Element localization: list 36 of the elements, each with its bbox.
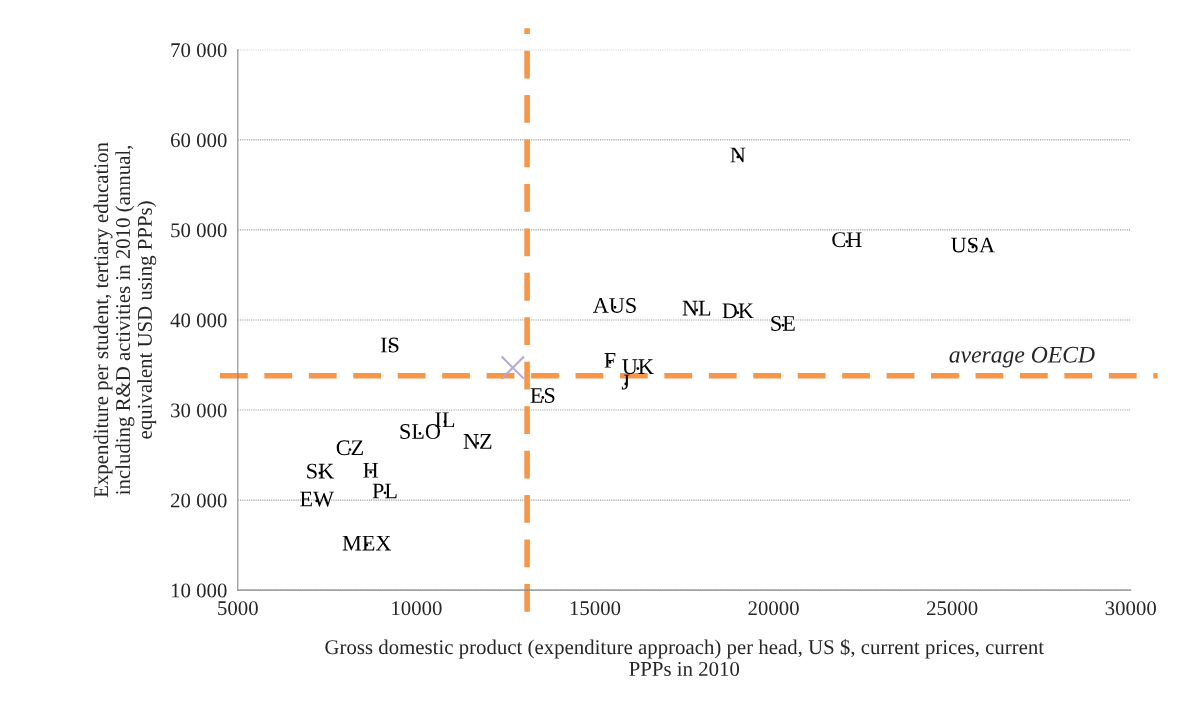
x-tick-label: 20000 — [748, 601, 799, 616]
data-label: AUS — [592, 297, 636, 313]
data-label: H — [363, 462, 379, 478]
y-tick-label: 70 000 — [171, 43, 227, 58]
data-label: EW — [300, 491, 334, 507]
data-label: UK — [622, 359, 654, 375]
data-label: USA — [951, 237, 995, 253]
data-label: F — [604, 353, 616, 368]
data-label: CZ — [336, 440, 363, 456]
x-axis-title: Gross domestic product (expenditure approach) per head, US $, current prices, current PPPs in 2010 — [325, 638, 1044, 676]
x-tick-label: 10000 — [392, 601, 442, 616]
ref-line-label: average OECD — [949, 346, 1095, 368]
data-label: N — [730, 147, 746, 163]
data-label: NL — [682, 300, 711, 316]
y-tick-label: 40 000 — [170, 313, 227, 328]
point — [500, 355, 526, 380]
data-label: IS — [380, 337, 399, 353]
y-tick-label: 50 000 — [171, 223, 227, 238]
y-tick-label: 20 000 — [171, 493, 227, 508]
x-tick-label: 30000 — [1105, 601, 1156, 616]
x-tick-label: 15000 — [570, 601, 621, 616]
data-label: SK — [307, 463, 334, 479]
data-label: SE — [771, 315, 795, 331]
y-tick-label: 30 000 — [171, 403, 227, 418]
data-label: MEX — [342, 535, 392, 551]
data-label: J — [621, 374, 630, 390]
data-label: CH — [832, 232, 862, 248]
x-tick-label: 5000 — [218, 601, 258, 616]
data-label: NZ — [463, 434, 492, 449]
y-tick-label: 10 000 — [171, 583, 227, 598]
data-label: PL — [372, 483, 397, 499]
data-label: DK — [722, 303, 754, 319]
y-axis-title: Expenditure per student, tertiary education including R&D activities in 2010 (annual, equivalent USD using PPPs) — [93, 142, 157, 498]
data-label: ES — [530, 388, 555, 403]
x-tick-label: 25000 — [927, 601, 978, 616]
y-tick-label: 60 000 — [170, 133, 227, 148]
